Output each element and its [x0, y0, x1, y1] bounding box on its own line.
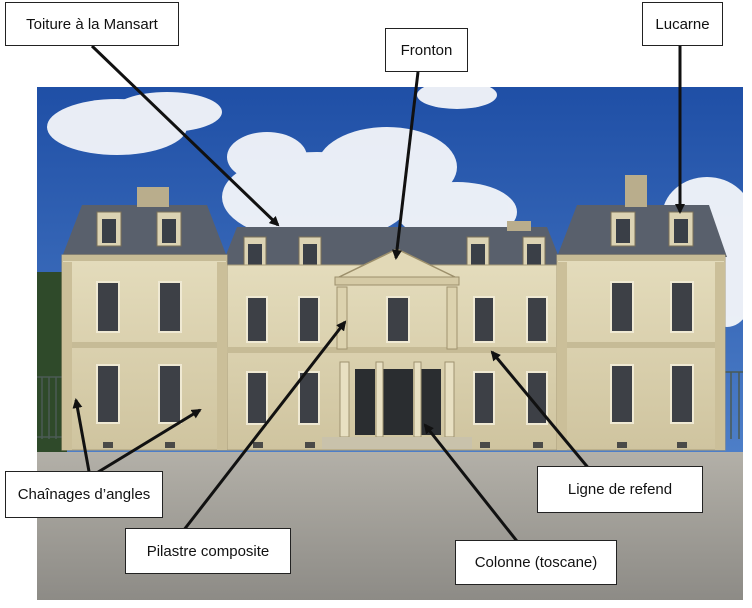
entrance-steps [322, 437, 472, 449]
string-courses [62, 255, 725, 353]
pediment-base [334, 276, 460, 286]
label-fronton: Fronton [385, 28, 468, 72]
label-colonne: Colonne (toscane) [455, 540, 617, 585]
label-toiture: Toiture à la Mansart [5, 2, 179, 46]
label-chainages: Chaînages d’angles [5, 471, 163, 518]
central-doors [355, 369, 441, 435]
label-ligne-refend: Ligne de refend [537, 466, 703, 513]
label-lucarne: Lucarne [642, 2, 723, 46]
chateau-photograph [37, 87, 743, 600]
label-pilastre: Pilastre composite [125, 528, 291, 574]
